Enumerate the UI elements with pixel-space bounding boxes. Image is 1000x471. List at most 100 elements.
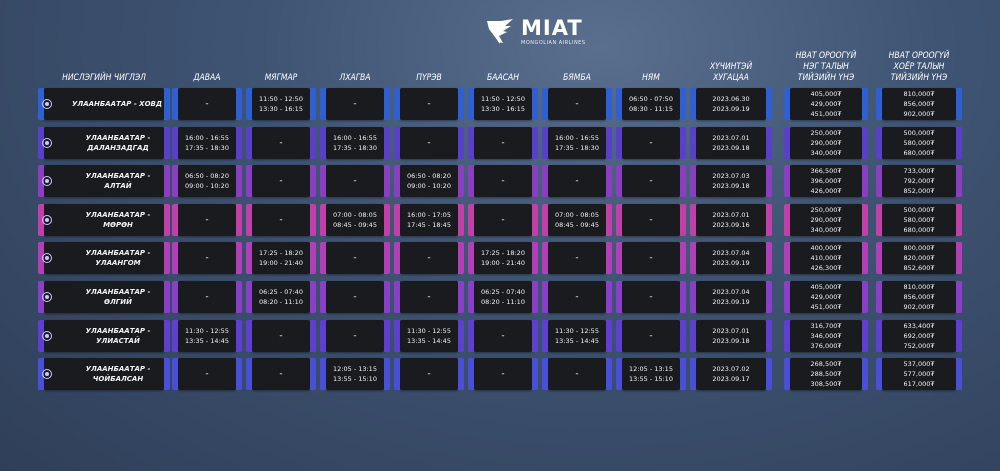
schedule-cell: - <box>542 165 612 198</box>
route-dot-icon <box>42 137 52 148</box>
column-header: МЯГМАР <box>264 73 298 83</box>
schedule-cell: 11:50 - 12:50 13:30 - 16:15 <box>468 88 538 120</box>
schedule-cell: - <box>468 358 538 391</box>
route-cell: УЛААНБААТАР - МӨРӨН <box>38 203 170 236</box>
schedule-cell: - <box>320 319 390 352</box>
schedule-cell: - <box>394 88 464 120</box>
schedule-cell: 06:25 - 07:40 08:20 - 11:10 <box>246 281 316 313</box>
validity-cell: 2023.07.03 2023.09.18 <box>690 165 772 198</box>
table-header: НИСЛЭГИЙН ЧИГЛЭЛ ДАВАА МЯГМАР ЛХАГВА ПҮРЭВ БА… <box>0 46 1000 86</box>
round-trip-price-cell: 537,000₮ 577,000₮ 617,000₮ <box>876 358 962 391</box>
route-label: УЛААНБААТАР - ДАЛАНЗАДГАД <box>85 133 151 152</box>
column-header: БААСАН <box>486 73 520 83</box>
schedule-cell: - <box>246 203 316 236</box>
schedule-cell: - <box>246 165 316 198</box>
schedule-cell: - <box>616 126 686 159</box>
schedule-cell: 06:25 - 07:40 08:20 - 11:10 <box>468 281 538 313</box>
one-way-price-cell: 366,500₮ 396,000₮ 426,000₮ <box>784 165 868 198</box>
column-header: ХҮЧИНТЭЙ ХУГАЦАА <box>709 62 753 83</box>
schedule-cell: 17:25 - 18:20 19:00 - 21:40 <box>468 242 538 275</box>
schedule-cell: 06:50 - 08:20 09:00 - 10:20 <box>394 165 464 198</box>
schedule-cell: 16:00 - 16:55 17:35 - 18:30 <box>320 126 390 159</box>
one-way-price-cell: 400,000₮ 410,000₮ 426,300₮ <box>784 242 868 275</box>
validity-cell: 2023.07.04 2023.09.19 <box>690 242 772 275</box>
route-cell: УЛААНБААТАР - ЧОЙБАЛСАН <box>38 358 170 391</box>
validity-cell: 2023.07.02 2023.09.17 <box>690 358 772 391</box>
schedule-cell: - <box>394 242 464 275</box>
schedule-cell: - <box>394 126 464 159</box>
schedule-cell: 11:30 - 12:55 13:35 - 14:45 <box>542 319 612 352</box>
validity-cell: 2023.07.04 2023.09.19 <box>690 281 772 313</box>
schedule-cell: - <box>616 319 686 352</box>
column-header: НИСЛЭГИЙН ЧИГЛЭЛ <box>62 73 146 83</box>
schedule-cell: - <box>394 281 464 313</box>
validity-cell: 2023.07.01 2023.09.18 <box>690 126 772 159</box>
horse-wing-icon <box>487 19 513 44</box>
route-cell: УЛААНБААТАР - УЛААНГОМ <box>38 242 170 275</box>
column-header: ЛХАГВА <box>339 73 371 83</box>
one-way-price-cell: 250,000₮ 290,000₮ 340,000₮ <box>784 126 868 159</box>
schedule-cell: 11:50 - 12:50 13:30 - 16:15 <box>246 88 316 120</box>
table-row: УЛААНБААТАР - УЛИАСТАЙ 11:30 - 12:55 13:3… <box>0 319 1000 352</box>
route-dot-icon <box>42 330 52 341</box>
schedule-cell: - <box>468 165 538 198</box>
column-header: НВАТ ОРООГҮЙ ХОЁР ТАЛЫН ТИЙЗИЙН ҮНЭ <box>888 51 950 83</box>
schedule-cell: - <box>542 358 612 391</box>
schedule-cell: - <box>246 126 316 159</box>
round-trip-price-cell: 500,000₮ 580,000₮ 680,000₮ <box>876 203 962 236</box>
one-way-price-cell: 405,000₮ 429,000₮ 451,000₮ <box>784 88 868 120</box>
schedule-cell: 16:00 - 16:55 17:35 - 18:30 <box>172 126 242 159</box>
schedule-cell: - <box>172 203 242 236</box>
route-dot-icon <box>42 99 52 109</box>
schedule-cell: 12:05 - 13:15 13:55 - 15:10 <box>320 358 390 391</box>
route-label: УЛААНБААТАР - ХОВД <box>72 100 163 108</box>
schedule-cell: - <box>320 242 390 275</box>
table-row: УЛААНБААТАР - УЛААНГОМ -17:25 - 18:20 19:… <box>0 242 1000 275</box>
route-cell: УЛААНБААТАР - УЛИАСТАЙ <box>38 319 170 352</box>
round-trip-price-cell: 633,400₮ 692,000₮ 752,000₮ <box>876 319 962 352</box>
route-dot-icon <box>42 176 52 187</box>
route-label: УЛААНБААТАР - ӨЛГИЙ <box>85 288 151 306</box>
schedule-cell: - <box>468 126 538 159</box>
table-row: УЛААНБААТАР - ХОВД -11:50 - 12:50 13:30 -… <box>0 88 1000 120</box>
column-header: НВАТ ОРООГҮЙ НЭГ ТАЛЫН ТИЙЗИЙН ҮНЭ <box>795 51 857 83</box>
route-dot-icon <box>42 369 52 380</box>
schedule-cell: - <box>616 165 686 198</box>
validity-cell: 2023.07.01 2023.09.16 <box>690 203 772 236</box>
column-header: ПҮРЭВ <box>416 73 442 83</box>
schedule-cell: 11:30 - 12:55 13:35 - 14:45 <box>172 319 242 352</box>
schedule-cell: 06:50 - 08:20 09:00 - 10:20 <box>172 165 242 198</box>
schedule-cell: 16:00 - 16:55 17:35 - 18:30 <box>542 126 612 159</box>
round-trip-price-cell: 733,000₮ 792,000₮ 852,000₮ <box>876 165 962 198</box>
schedule-cell: - <box>394 358 464 391</box>
one-way-price-cell: 405,000₮ 429,000₮ 451,000₮ <box>784 281 868 313</box>
one-way-price-cell: 250,000₮ 290,000₮ 340,000₮ <box>784 203 868 236</box>
route-label: УЛААНБААТАР - ЧОЙБАЛСАН <box>85 365 151 384</box>
schedule-cell: - <box>542 88 612 120</box>
route-label: УЛААНБААТАР - АЛТАЙ <box>85 172 151 191</box>
round-trip-price-cell: 800,000₮ 820,000₮ 852,600₮ <box>876 242 962 275</box>
route-cell: УЛААНБААТАР - АЛТАЙ <box>38 165 170 198</box>
schedule-cell: - <box>246 319 316 352</box>
route-cell: УЛААНБААТАР - ДАЛАНЗАДГАД <box>38 126 170 159</box>
route-dot-icon <box>42 253 52 264</box>
schedule-cell: 07:00 - 08:05 08:45 - 09:45 <box>320 203 390 236</box>
schedule-cell: - <box>320 281 390 313</box>
schedule-cell: - <box>172 242 242 275</box>
schedule-cell: 16:00 - 17:05 17:45 - 18:45 <box>394 203 464 236</box>
round-trip-price-cell: 500,000₮ 580,000₮ 680,000₮ <box>876 126 962 159</box>
table-row: УЛААНБААТАР - ӨЛГИЙ -06:25 - 07:40 08:20 … <box>0 281 1000 313</box>
schedule-cell: - <box>616 281 686 313</box>
round-trip-price-cell: 810,000₮ 856,000₮ 902,000₮ <box>876 281 962 313</box>
schedule-cell: - <box>320 165 390 198</box>
route-cell: УЛААНБААТАР - ӨЛГИЙ <box>38 281 170 313</box>
schedule-cell: - <box>542 242 612 275</box>
logo-subtitle: MONGOLIAN AIRLINES <box>521 40 586 46</box>
schedule-cell: - <box>468 203 538 236</box>
table-row: УЛААНБААТАР - МӨРӨН - -07:00 - 08:05 08:45… <box>0 203 1000 236</box>
route-label: УЛААНБААТАР - УЛИАСТАЙ <box>85 326 151 345</box>
schedule-cell: - <box>616 203 686 236</box>
column-header: НЯМ <box>642 73 660 83</box>
schedule-cell: 12:05 - 13:15 13:55 - 15:10 <box>616 358 686 391</box>
round-trip-price-cell: 810,000₮ 856,000₮ 902,000₮ <box>876 88 962 120</box>
